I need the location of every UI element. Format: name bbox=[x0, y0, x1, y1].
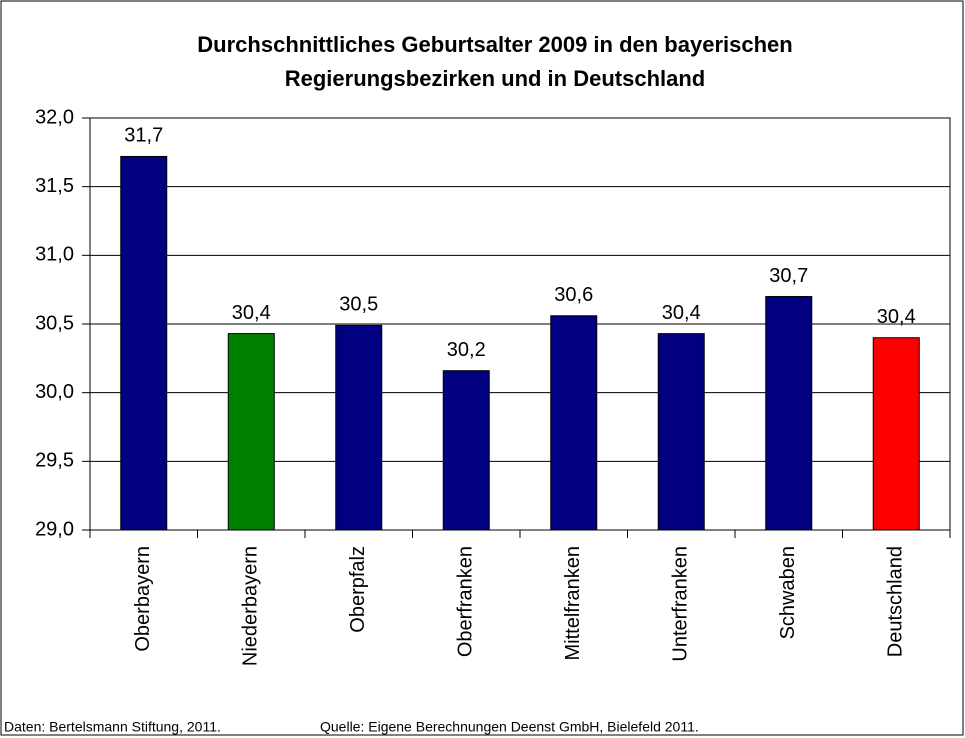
x-tick-label: Oberbayern bbox=[132, 546, 154, 652]
bar bbox=[335, 324, 383, 531]
y-tick-label: 29,5 bbox=[35, 450, 74, 472]
x-tick-label: Oberpfalz bbox=[347, 546, 369, 633]
y-tick-label: 31,0 bbox=[35, 244, 74, 266]
chart-title: Regierungsbezirken und in Deutschland bbox=[285, 66, 706, 91]
y-tick-label: 32,0 bbox=[35, 106, 74, 128]
source-note: Daten: Bertelsmann Stiftung, 2011. bbox=[4, 719, 221, 735]
data-label: 31,7 bbox=[124, 125, 163, 147]
y-tick-label: 29,0 bbox=[35, 518, 74, 540]
x-tick-label: Mittelfranken bbox=[562, 546, 584, 661]
data-label: 30,5 bbox=[339, 294, 378, 316]
bar bbox=[872, 337, 920, 531]
x-tick-label: Unterfranken bbox=[670, 546, 692, 662]
data-label: 30,6 bbox=[554, 284, 593, 306]
source-note: Quelle: Eigene Berechnungen Deenst GmbH,… bbox=[320, 719, 699, 735]
bar bbox=[765, 296, 813, 531]
chart-title: Durchschnittliches Geburtsalter 2009 in … bbox=[197, 32, 792, 57]
x-tick-label: Oberfranken bbox=[455, 546, 477, 657]
data-label: 30,4 bbox=[877, 306, 916, 328]
data-label: 30,2 bbox=[447, 339, 486, 361]
bar bbox=[442, 370, 490, 531]
x-tick-label: Schwaben bbox=[777, 546, 799, 639]
x-tick-label: Deutschland bbox=[885, 546, 907, 657]
bar bbox=[550, 315, 598, 531]
y-tick-label: 31,5 bbox=[35, 175, 74, 197]
data-label: 30,4 bbox=[232, 302, 271, 324]
y-tick-label: 30,5 bbox=[35, 312, 74, 334]
x-tick-label: Niederbayern bbox=[240, 546, 262, 666]
bar bbox=[120, 155, 168, 531]
data-label: 30,4 bbox=[662, 302, 701, 324]
bar bbox=[227, 333, 275, 531]
data-label: 30,7 bbox=[769, 265, 808, 287]
y-tick-label: 30,0 bbox=[35, 381, 74, 403]
bar bbox=[657, 333, 705, 531]
